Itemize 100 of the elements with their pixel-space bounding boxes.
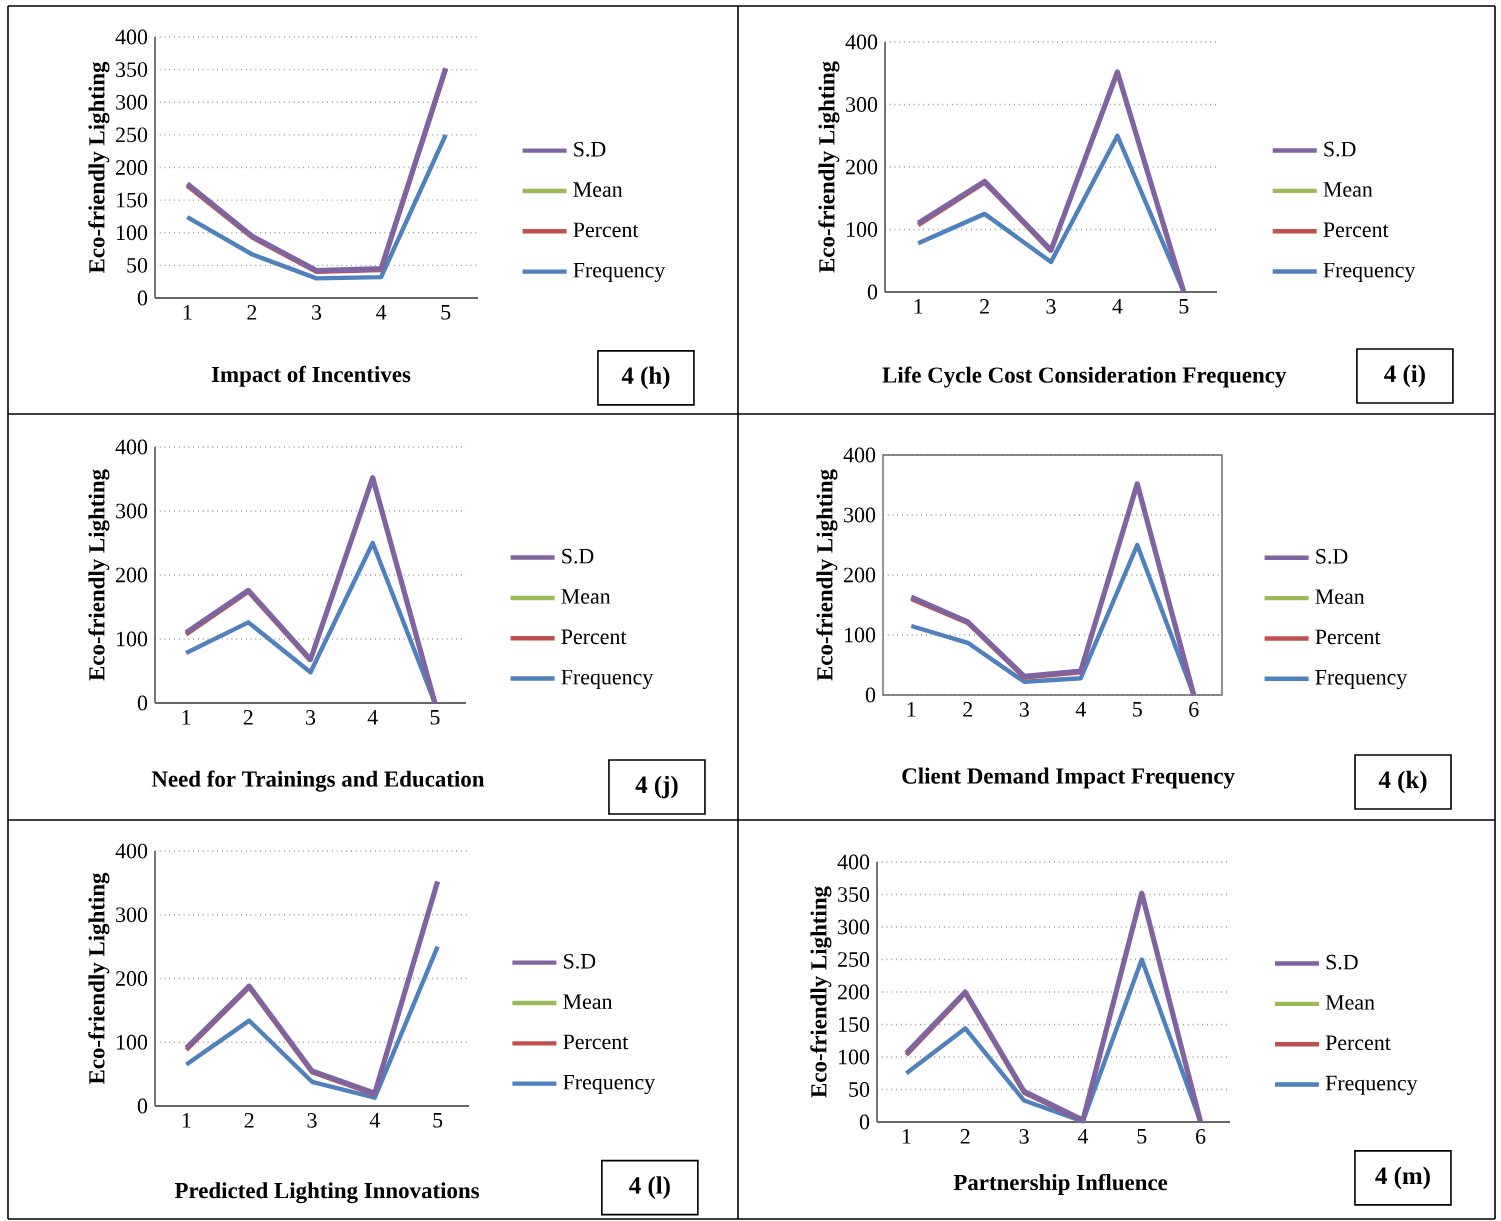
- legend-label: S.D: [1324, 141, 1356, 157]
- y-tick-label: 350: [838, 887, 870, 902]
- y-tick-label: 400: [837, 854, 870, 870]
- y-tick-label: 200: [838, 984, 870, 1000]
- y-tick-label: 200: [846, 159, 878, 175]
- legend-label: S.D: [574, 141, 606, 157]
- x-tick-label: 1: [183, 305, 192, 320]
- x-tick-label: 5: [441, 305, 451, 320]
- y-tick-label: 150: [117, 192, 148, 208]
- legend-label: Percent: [1323, 222, 1389, 238]
- x-tick-label: 1: [902, 1129, 911, 1144]
- text: 4 (j): [635, 775, 678, 799]
- y-tick-label: 200: [116, 971, 148, 986]
- text: 4 (m): [1375, 1166, 1430, 1190]
- y-tick-label: 50: [849, 1082, 870, 1097]
- y-tick-label: 300: [116, 503, 148, 519]
- x-axis-title: Client Demand Impact Frequency: [902, 767, 1235, 789]
- x-tick-label: 5: [430, 710, 440, 725]
- legend-label: Frequency: [573, 262, 666, 283]
- y-tick-label: 400: [115, 439, 148, 455]
- y-tick-label: 0: [859, 1114, 870, 1130]
- y-tick-label: 400: [115, 843, 148, 859]
- legend-label: Mean: [1325, 995, 1375, 1010]
- x-tick-label: 1: [914, 299, 923, 314]
- x-axis-title: Life Cycle Cost Consideration Frequency: [882, 366, 1287, 388]
- y-tick-label: 400: [843, 447, 876, 463]
- y-tick-label: 100: [845, 627, 876, 643]
- y-tick-label: 350: [116, 62, 148, 78]
- y-tick-label: 100: [117, 1034, 148, 1050]
- legend-label: S.D: [1316, 548, 1348, 564]
- y-tick-label: 200: [116, 160, 148, 175]
- y-tick-label: 200: [844, 567, 876, 583]
- x-axis-title: Need for Trainings and Education: [151, 770, 485, 792]
- x-tick-label: 3: [307, 1113, 317, 1128]
- x-tick-label: 2: [980, 299, 989, 314]
- legend-label: Frequency: [1315, 670, 1408, 690]
- y-axis-title: Eco-friendly Lighting: [88, 872, 110, 1085]
- legend-label: Mean: [1315, 589, 1365, 605]
- y-axis-title: Eco-friendly Lighting: [88, 61, 110, 274]
- y-axis-title: Eco-friendly Lighting: [818, 61, 840, 273]
- x-tick-label: 4: [1112, 299, 1123, 314]
- legend-label: Frequency: [563, 1075, 656, 1095]
- x-tick-label: 3: [1046, 299, 1056, 314]
- legend-label: Frequency: [561, 669, 654, 689]
- y-tick-label: 200: [116, 567, 148, 583]
- y-axis-title: Eco-friendly Lighting: [88, 469, 110, 681]
- text: 4 (l): [629, 1176, 670, 1199]
- x-tick-label: 2: [247, 305, 257, 320]
- x-tick-label: 6: [1189, 702, 1199, 717]
- y-tick-label: 100: [847, 222, 878, 237]
- x-tick-label: 3: [312, 305, 322, 320]
- x-tick-label: 4: [1077, 1129, 1089, 1144]
- x-tick-label: 3: [1019, 702, 1029, 717]
- x-tick-label: 5: [1133, 702, 1142, 717]
- legend-label: Mean: [561, 589, 611, 604]
- legend-label: Frequency: [1325, 1075, 1418, 1095]
- y-tick-label: 300: [846, 97, 878, 112]
- legend-label: S.D: [564, 953, 596, 969]
- x-tick-label: 5: [1179, 299, 1189, 314]
- x-tick-label: 5: [1137, 1129, 1147, 1144]
- x-tick-label: 1: [182, 710, 191, 725]
- text: 4 (h): [621, 366, 670, 390]
- y-tick-label: 0: [865, 687, 876, 703]
- y-tick-label: 300: [844, 507, 876, 523]
- legend-label: Percent: [1315, 629, 1381, 645]
- x-tick-label: 6: [1196, 1129, 1206, 1144]
- y-tick-label: 250: [838, 952, 870, 967]
- y-tick-label: 0: [137, 695, 148, 711]
- y-axis-title: Eco-friendly Lighting: [810, 886, 832, 1098]
- y-tick-label: 400: [845, 34, 878, 50]
- x-tick-label: 2: [243, 710, 253, 725]
- legend-label: Mean: [1323, 182, 1373, 197]
- legend-label: Percent: [563, 1034, 629, 1050]
- x-tick-label: 1: [907, 702, 916, 717]
- x-tick-label: 2: [963, 702, 973, 717]
- y-tick-label: 100: [839, 1049, 870, 1065]
- text: 4 (k): [1378, 770, 1427, 794]
- legend-label: Percent: [573, 222, 639, 238]
- y-tick-label: 0: [137, 1098, 148, 1114]
- x-axis-title: Impact of Incentives: [211, 365, 411, 387]
- y-tick-label: 150: [839, 1017, 870, 1032]
- y-tick-label: 100: [117, 631, 148, 647]
- legend-label: Percent: [561, 629, 627, 645]
- x-tick-label: 5: [433, 1113, 443, 1128]
- y-tick-label: 300: [838, 919, 870, 935]
- y-tick-label: 400: [115, 29, 148, 45]
- y-tick-label: 300: [116, 94, 148, 110]
- x-tick-label: 4: [367, 710, 378, 725]
- y-tick-label: 50: [127, 257, 148, 273]
- legend-label: Percent: [1325, 1035, 1391, 1051]
- x-tick-label: 1: [182, 1113, 191, 1128]
- text: 4 (i): [1384, 364, 1425, 388]
- x-axis-title: Predicted Lighting Innovations: [174, 1182, 480, 1204]
- y-tick-label: 0: [867, 284, 878, 300]
- x-tick-label: 4: [376, 305, 387, 320]
- y-tick-label: 250: [116, 127, 148, 143]
- legend-label: Frequency: [1323, 262, 1416, 282]
- x-tick-label: 4: [369, 1113, 380, 1128]
- x-axis-title: Partnership Influence: [953, 1173, 1168, 1195]
- y-tick-label: 0: [137, 290, 148, 306]
